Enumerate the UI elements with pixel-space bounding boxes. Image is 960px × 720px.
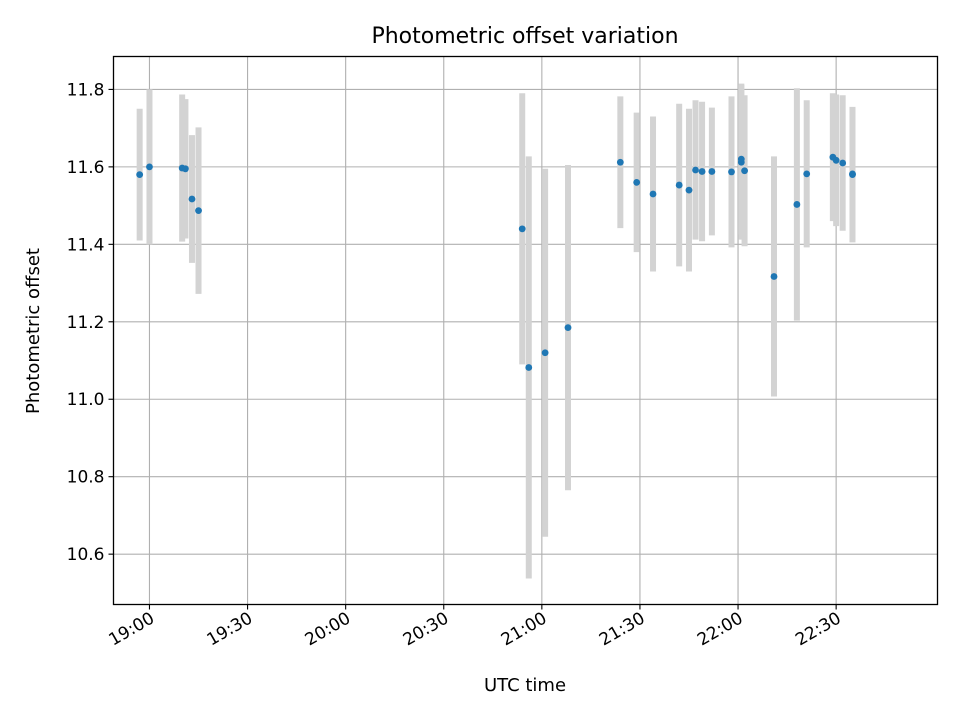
y-tick-label: 11.2 xyxy=(67,313,105,333)
data-point xyxy=(692,166,699,174)
x-tick-label: 22:00 xyxy=(694,609,746,651)
data-point xyxy=(741,167,748,175)
y-tick-label: 11.6 xyxy=(67,158,105,178)
x-tick-label: 21:00 xyxy=(498,609,550,651)
data-point xyxy=(728,168,735,176)
error-bars xyxy=(136,83,856,579)
x-tick-label: 20:00 xyxy=(302,609,354,651)
data-point xyxy=(649,190,657,198)
data-point xyxy=(525,364,533,371)
plot-frame xyxy=(112,55,939,606)
y-tick-label: 10.6 xyxy=(67,545,105,565)
grid xyxy=(113,56,938,605)
x-axis-label: UTC time xyxy=(484,675,566,696)
y-tick-label: 11.4 xyxy=(67,235,105,255)
data-point xyxy=(839,159,847,167)
x-tick-label: 20:30 xyxy=(400,609,452,651)
chart-title: Photometric offset variation xyxy=(371,24,678,49)
x-tick-label: 19:30 xyxy=(204,609,256,651)
data-point xyxy=(518,225,526,233)
data-point xyxy=(698,168,706,175)
y-tick-label: 10.8 xyxy=(67,468,105,488)
data-points xyxy=(136,153,856,371)
data-point xyxy=(770,273,778,280)
data-point xyxy=(849,170,856,178)
data-point xyxy=(793,201,801,208)
data-point xyxy=(675,181,683,189)
data-point xyxy=(803,170,811,178)
y-axis-label: Photometric offset xyxy=(23,248,44,414)
data-point xyxy=(685,186,693,194)
x-tick-label: 22:30 xyxy=(792,609,844,651)
data-point xyxy=(564,324,572,331)
data-point xyxy=(146,163,153,171)
data-point xyxy=(195,207,202,215)
x-tick-label: 19:00 xyxy=(106,609,158,651)
data-point xyxy=(182,165,189,173)
data-point xyxy=(708,168,716,175)
data-point xyxy=(136,171,144,179)
data-point xyxy=(616,158,624,166)
y-tick-label: 11.0 xyxy=(67,390,105,410)
data-point xyxy=(188,195,196,203)
y-tick-label: 11.8 xyxy=(67,80,105,100)
data-point xyxy=(541,349,549,357)
data-point xyxy=(832,156,840,164)
data-point xyxy=(737,158,745,166)
data-point xyxy=(633,178,641,186)
x-tick-label: 21:30 xyxy=(596,609,648,651)
